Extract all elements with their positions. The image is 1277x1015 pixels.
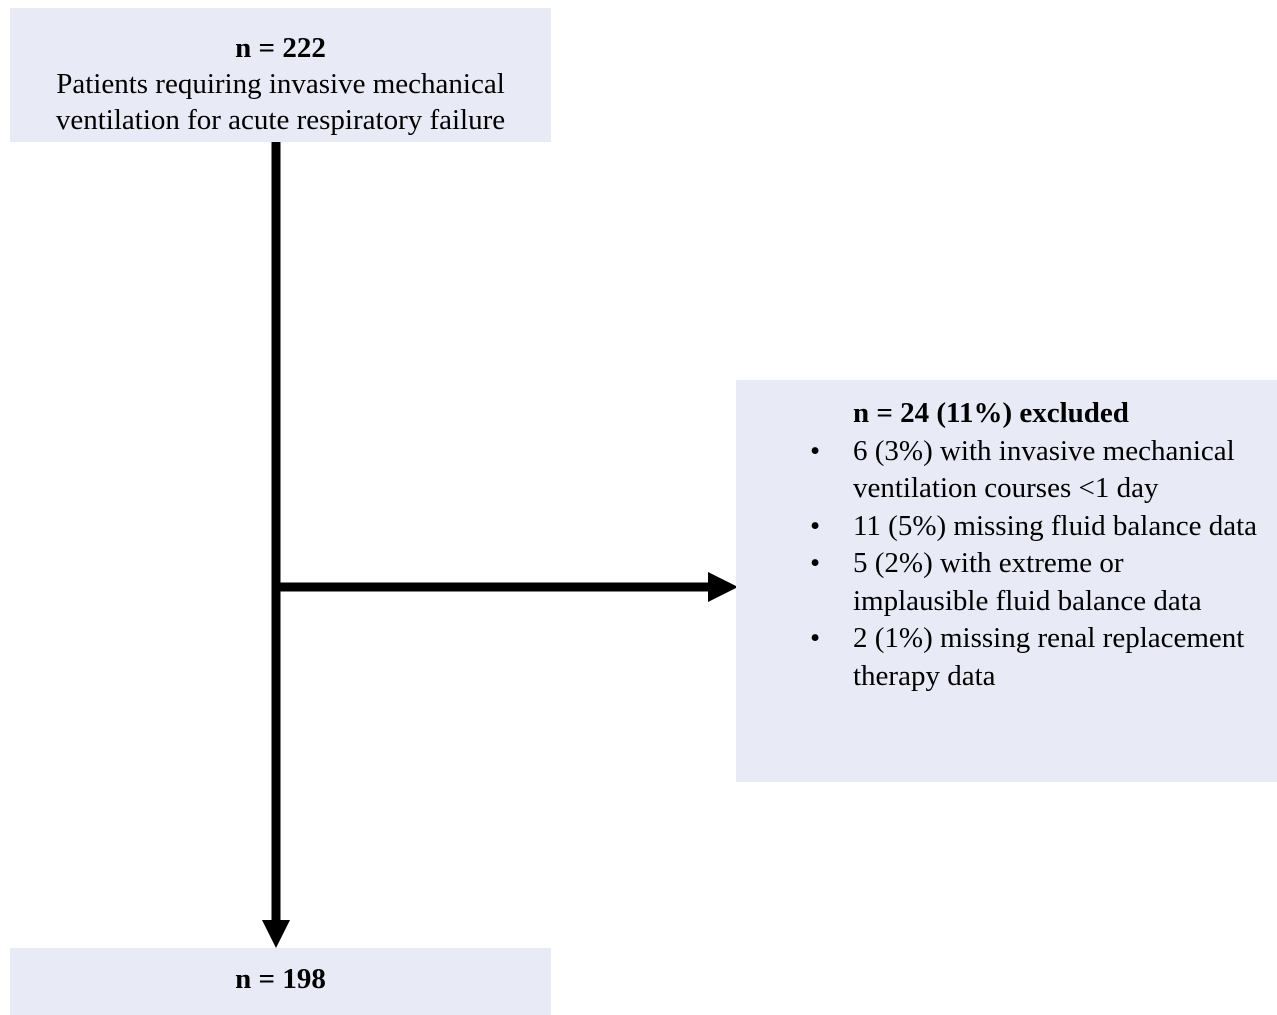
exclusion-reason-item: • 11 (5%) missing fluid balance data [736,508,1277,546]
bullet-icon: • [810,622,821,654]
bullet-icon: • [810,434,821,467]
enrolled-description: Patients requiring invasive mechanical v… [55,68,506,136]
final-cohort-box: n = 198 [10,948,551,1015]
exclusion-reason-text: 2 (1%) missing renal replacement therapy… [853,622,1245,692]
bullet-icon: • [810,509,821,542]
bullet-icon: • [810,547,821,579]
exclusion-reasons-list: • 6 (3%) with invasive mechanical ventil… [736,433,1277,696]
final-count: n = 198 [235,963,326,995]
exclusion-reason-text: 11 (5%) missing fluid balance data [853,509,1258,542]
exclusion-reason-item: • 2 (1%) missing renal replacement thera… [736,620,1277,695]
enrolled-count: n = 222 [235,32,326,64]
exclusion-reason-item: • 6 (3%) with invasive mechanical ventil… [736,433,1277,508]
right-arrowhead [708,572,738,602]
exclusion-reason-item: • 5 (2%) with extreme or implausible flu… [736,545,1277,620]
excluded-patients-box: n = 24 (11%) excluded • 6 (3%) with inva… [736,380,1277,782]
down-arrowhead [262,920,290,948]
enrolled-patients-box: n = 222 Patients requiring invasive mech… [10,8,551,142]
exclusion-reason-text: 6 (3%) with invasive mechanical ventilat… [853,434,1235,505]
excluded-count: n = 24 (11%) excluded [853,397,1129,429]
exclusion-reason-text: 5 (2%) with extreme or implausible fluid… [853,547,1202,617]
